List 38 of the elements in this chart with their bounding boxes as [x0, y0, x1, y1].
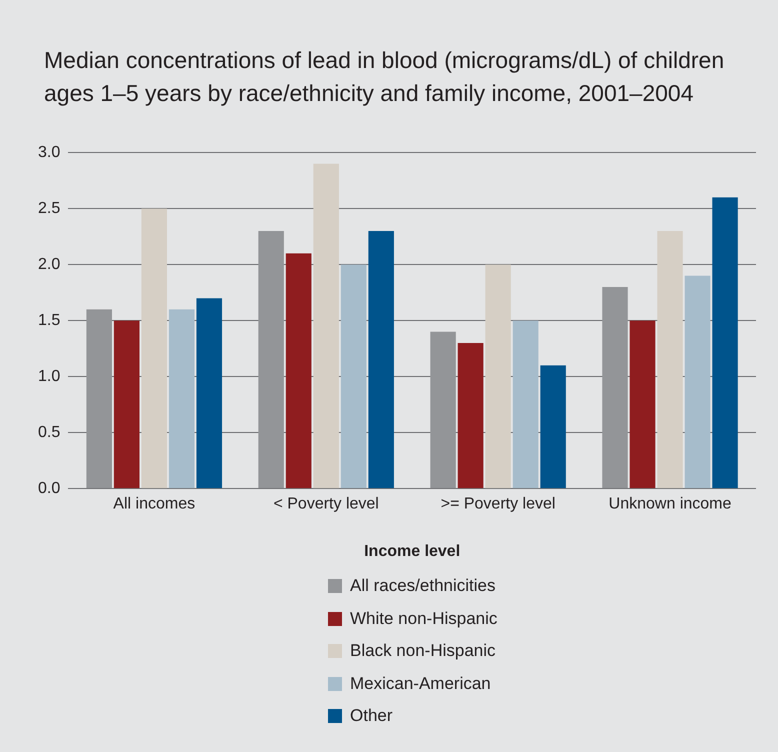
x-tick-label: < Poverty level	[273, 496, 379, 513]
bar	[313, 164, 339, 488]
bar	[657, 231, 683, 488]
x-axis-title: Income level	[364, 542, 460, 560]
y-tick-label: 1.0	[38, 368, 60, 386]
y-tick-label: 0.0	[38, 480, 60, 498]
bar	[602, 287, 628, 488]
bar	[86, 309, 112, 488]
bar	[340, 264, 366, 488]
legend-label: Other	[350, 706, 393, 726]
bar	[712, 197, 738, 488]
bar	[368, 231, 394, 488]
legend-label: Mexican-American	[350, 674, 491, 694]
x-tick-label: All incomes	[113, 496, 196, 513]
chart-title: Median concentrations of lead in blood (micrograms/dL) of children ages 1–5 years by race/ethnicity and family income, 2001–2004	[44, 46, 726, 108]
legend-label: White non-Hispanic	[350, 608, 498, 629]
x-tick-label: Unknown income	[608, 496, 732, 513]
bar	[430, 332, 456, 488]
bar	[196, 298, 222, 488]
bar	[512, 320, 538, 488]
bar	[540, 365, 566, 488]
legend-label: Black non-Hispanic	[350, 641, 496, 662]
x-tick-label: >= Poverty level	[440, 496, 556, 513]
y-tick-label: 2.0	[38, 256, 60, 274]
bar	[114, 320, 140, 488]
bar	[485, 264, 511, 488]
y-tick-label: 1.5	[38, 312, 60, 330]
y-tick-label: 0.5	[38, 424, 60, 442]
legend-label: All races/ethnicities	[350, 576, 496, 596]
y-tick-label: 2.5	[38, 200, 60, 218]
bar	[684, 276, 710, 488]
bar	[168, 309, 195, 488]
y-tick-label: 3.0	[38, 144, 60, 162]
bar	[141, 208, 168, 488]
bar	[258, 231, 284, 488]
bar	[630, 320, 656, 488]
bar	[286, 253, 312, 488]
bar	[458, 343, 484, 488]
